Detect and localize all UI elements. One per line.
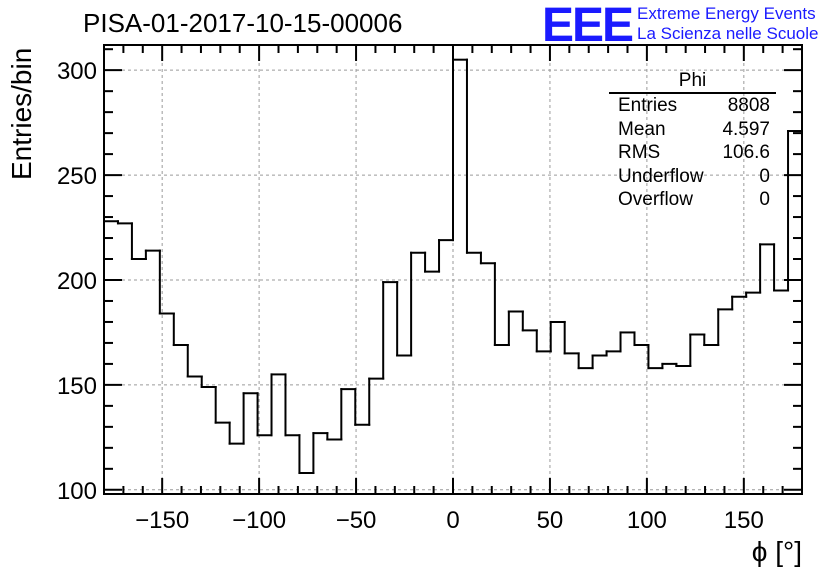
stats-value: 106.6 bbox=[722, 142, 770, 163]
y-tick-label: 300 bbox=[57, 58, 97, 85]
stats-value: 0 bbox=[759, 165, 770, 187]
axis-ticks bbox=[104, 45, 802, 494]
logo-line-2: La Scienza nelle Scuole bbox=[637, 24, 819, 43]
x-tick-label: −100 bbox=[232, 507, 286, 534]
y-tick-label: 150 bbox=[57, 373, 97, 400]
stats-box: Phi Entries 8808 Mean 4.597 RMS 106.6 Un… bbox=[609, 70, 776, 212]
y-tick-label: 250 bbox=[57, 163, 97, 190]
eee-logo: EEE bbox=[542, 0, 634, 52]
x-tick-label: 100 bbox=[627, 507, 667, 534]
stats-row-rms: RMS 106.6 bbox=[609, 141, 776, 165]
stats-label: Overflow bbox=[618, 189, 693, 210]
stats-label: Entries bbox=[618, 95, 678, 116]
plot-frame bbox=[103, 44, 803, 495]
stats-value: 4.597 bbox=[722, 118, 770, 140]
x-tick-label: 0 bbox=[446, 507, 459, 534]
y-tick-label: 200 bbox=[57, 268, 97, 295]
stats-row-entries: Entries 8808 bbox=[609, 94, 776, 118]
x-tick-label: 150 bbox=[724, 507, 764, 534]
stats-row-mean: Mean 4.597 bbox=[609, 118, 776, 142]
stats-row-overflow: Overflow 0 bbox=[609, 188, 776, 212]
stats-value: 8808 bbox=[727, 95, 770, 116]
stats-name: Phi bbox=[609, 70, 776, 94]
logo-line-1: Extreme Energy Events bbox=[637, 4, 816, 23]
stats-label: RMS bbox=[618, 142, 661, 163]
stats-row-underflow: Underflow 0 bbox=[609, 165, 776, 189]
stats-label: Underflow bbox=[618, 165, 704, 187]
histogram-bins bbox=[103, 58, 803, 475]
x-tick-label: 50 bbox=[537, 507, 564, 534]
x-tick-label: −50 bbox=[336, 507, 377, 534]
stats-value: 0 bbox=[759, 189, 770, 210]
histogram-title: PISA-01-2017-10-15-00006 bbox=[83, 8, 403, 38]
tick-labels: −150 −100 −50 0 50 100 150 100 150 200 250 300 bbox=[57, 58, 764, 534]
x-axis-label: ϕ [°] bbox=[751, 536, 802, 567]
stats-label: Mean bbox=[618, 118, 666, 140]
y-axis-label: Entries/bin bbox=[6, 47, 37, 180]
y-tick-label: 100 bbox=[57, 478, 97, 505]
x-tick-label: −150 bbox=[135, 507, 189, 534]
